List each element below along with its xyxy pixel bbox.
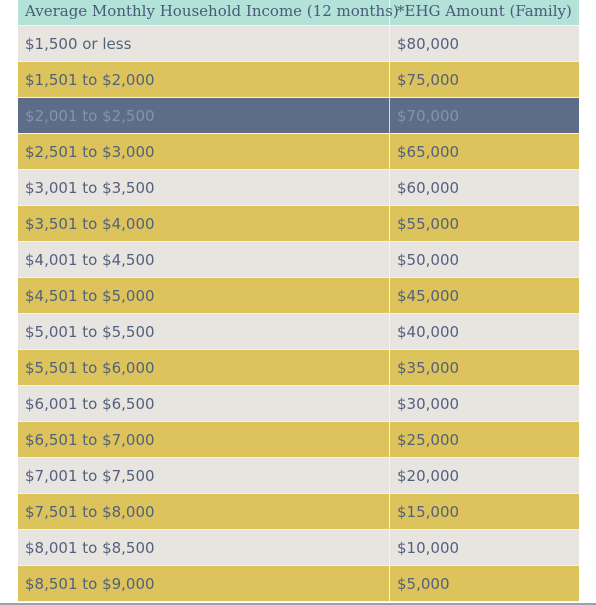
table-row[interactable]: $7,501 to $8,000 $15,000 bbox=[18, 494, 579, 530]
table-row[interactable]: $8,001 to $8,500 $10,000 bbox=[18, 530, 579, 566]
amount-cell: $70,000 bbox=[397, 106, 460, 125]
table-row[interactable]: $2,501 to $3,000 $65,000 bbox=[18, 134, 579, 170]
amount-cell: $75,000 bbox=[397, 70, 460, 89]
income-table: Average Monthly Household Income (12 mon… bbox=[18, 0, 579, 602]
income-cell: $8,501 to $9,000 bbox=[18, 566, 390, 601]
income-cell: $7,001 to $7,500 bbox=[18, 458, 390, 493]
income-cell: $6,001 to $6,500 bbox=[18, 386, 390, 421]
amount-cell: $80,000 bbox=[397, 34, 460, 53]
amount-cell: $20,000 bbox=[397, 466, 460, 485]
table-row[interactable]: $8,501 to $9,000 $5,000 bbox=[18, 566, 579, 602]
amount-cell: $60,000 bbox=[397, 178, 460, 197]
header-amount: *EHG Amount (Family) bbox=[397, 2, 572, 20]
income-cell: $2,501 to $3,000 bbox=[18, 134, 390, 169]
income-cell: $1,501 to $2,000 bbox=[18, 62, 390, 97]
income-cell: $5,001 to $5,500 bbox=[18, 314, 390, 349]
table-row[interactable]: $5,001 to $5,500 $40,000 bbox=[18, 314, 579, 350]
amount-cell: $30,000 bbox=[397, 394, 460, 413]
table-row-selected[interactable]: $2,001 to $2,500 $70,000 bbox=[18, 98, 579, 134]
income-cell: $3,501 to $4,000 bbox=[18, 206, 390, 241]
amount-cell: $10,000 bbox=[397, 538, 460, 557]
table-row[interactable]: $1,500 or less $80,000 bbox=[18, 26, 579, 62]
income-cell: $2,001 to $2,500 bbox=[18, 98, 390, 133]
income-cell: $7,501 to $8,000 bbox=[18, 494, 390, 529]
amount-cell: $65,000 bbox=[397, 142, 460, 161]
income-cell: $1,500 or less bbox=[18, 26, 390, 61]
amount-cell: $40,000 bbox=[397, 322, 460, 341]
income-cell: $8,001 to $8,500 bbox=[18, 530, 390, 565]
amount-cell: $15,000 bbox=[397, 502, 460, 521]
amount-cell: $25,000 bbox=[397, 430, 460, 449]
income-cell: $4,001 to $4,500 bbox=[18, 242, 390, 277]
table-row[interactable]: $6,501 to $7,000 $25,000 bbox=[18, 422, 579, 458]
income-cell: $6,501 to $7,000 bbox=[18, 422, 390, 457]
amount-cell: $55,000 bbox=[397, 214, 460, 233]
table-header-row: Average Monthly Household Income (12 mon… bbox=[18, 0, 579, 26]
table-row[interactable]: $3,501 to $4,000 $55,000 bbox=[18, 206, 579, 242]
bottom-divider bbox=[0, 603, 596, 605]
table-row[interactable]: $1,501 to $2,000 $75,000 bbox=[18, 62, 579, 98]
table-row[interactable]: $7,001 to $7,500 $20,000 bbox=[18, 458, 579, 494]
table-row[interactable]: $4,501 to $5,000 $45,000 bbox=[18, 278, 579, 314]
income-cell: $5,501 to $6,000 bbox=[18, 350, 390, 385]
table-row[interactable]: $5,501 to $6,000 $35,000 bbox=[18, 350, 579, 386]
amount-cell: $35,000 bbox=[397, 358, 460, 377]
header-income: Average Monthly Household Income (12 mon… bbox=[18, 0, 399, 25]
amount-cell: $45,000 bbox=[397, 286, 460, 305]
income-cell: $4,501 to $5,000 bbox=[18, 278, 390, 313]
income-cell: $3,001 to $3,500 bbox=[18, 170, 390, 205]
amount-cell: $5,000 bbox=[397, 574, 450, 593]
table-row[interactable]: $3,001 to $3,500 $60,000 bbox=[18, 170, 579, 206]
amount-cell: $50,000 bbox=[397, 250, 460, 269]
table-row[interactable]: $4,001 to $4,500 $50,000 bbox=[18, 242, 579, 278]
table-row[interactable]: $6,001 to $6,500 $30,000 bbox=[18, 386, 579, 422]
